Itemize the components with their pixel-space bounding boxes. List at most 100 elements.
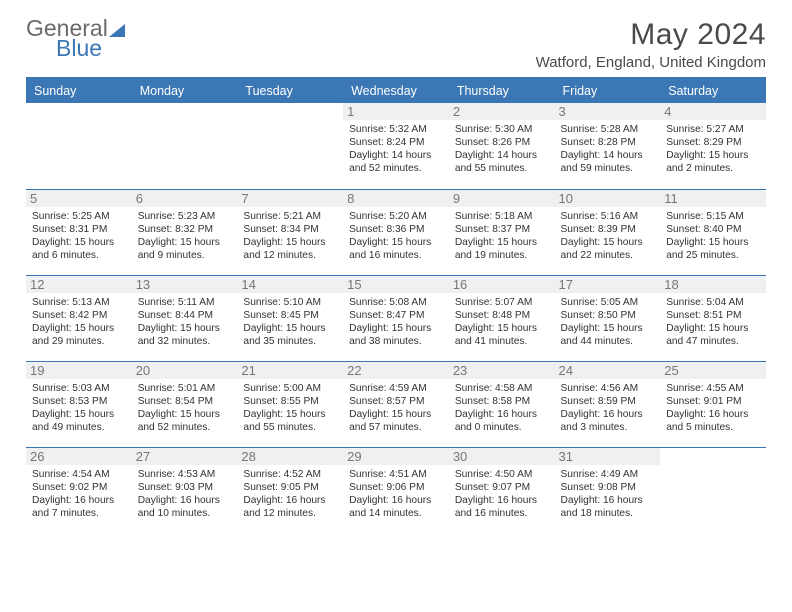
- day-number: 20: [132, 362, 238, 379]
- day-number: 7: [237, 190, 343, 207]
- day-details: Sunrise: 5:10 AMSunset: 8:45 PMDaylight:…: [243, 296, 337, 348]
- day-details: Sunrise: 5:27 AMSunset: 8:29 PMDaylight:…: [666, 123, 760, 175]
- calendar-cell: 12 Sunrise: 5:13 AMSunset: 8:42 PMDayligh…: [26, 275, 132, 361]
- title-block: May 2024 Watford, England, United Kingdom: [536, 18, 766, 71]
- day-number: 10: [555, 190, 661, 207]
- day-details: Sunrise: 5:07 AMSunset: 8:48 PMDaylight:…: [455, 296, 549, 348]
- day-number: 8: [343, 190, 449, 207]
- day-number: 24: [555, 362, 661, 379]
- col-thursday: Thursday: [449, 79, 555, 103]
- day-number: 9: [449, 190, 555, 207]
- day-details: Sunrise: 5:18 AMSunset: 8:37 PMDaylight:…: [455, 210, 549, 262]
- calendar-cell: 8 Sunrise: 5:20 AMSunset: 8:36 PMDaylight…: [343, 189, 449, 275]
- calendar-cell: 19 Sunrise: 5:03 AMSunset: 8:53 PMDayligh…: [26, 361, 132, 447]
- calendar-cell: 6 Sunrise: 5:23 AMSunset: 8:32 PMDaylight…: [132, 189, 238, 275]
- calendar-cell: [660, 447, 766, 533]
- day-number: 17: [555, 276, 661, 293]
- day-number: 21: [237, 362, 343, 379]
- calendar-cell: 10 Sunrise: 5:16 AMSunset: 8:39 PMDayligh…: [555, 189, 661, 275]
- calendar-cell: 4Sunrise: 5:27 AMSunset: 8:29 PMDaylight…: [660, 103, 766, 189]
- day-details: Sunrise: 4:51 AMSunset: 9:06 PMDaylight:…: [349, 468, 443, 520]
- day-number: 23: [449, 362, 555, 379]
- day-number: 26: [26, 448, 132, 465]
- day-details: Sunrise: 5:00 AMSunset: 8:55 PMDaylight:…: [243, 382, 337, 434]
- calendar-cell: 16 Sunrise: 5:07 AMSunset: 8:48 PMDayligh…: [449, 275, 555, 361]
- calendar-cell: 20 Sunrise: 5:01 AMSunset: 8:54 PMDayligh…: [132, 361, 238, 447]
- day-details: Sunrise: 5:28 AMSunset: 8:28 PMDaylight:…: [561, 123, 655, 175]
- col-wednesday: Wednesday: [343, 79, 449, 103]
- calendar-cell: 25 Sunrise: 4:55 AMSunset: 9:01 PMDayligh…: [660, 361, 766, 447]
- calendar-cell: 30Sunrise: 4:50 AMSunset: 9:07 PMDayligh…: [449, 447, 555, 533]
- calendar-cell: 31 Sunrise: 4:49 AMSunset: 9:08 PMDayligh…: [555, 447, 661, 533]
- calendar-row: 5 Sunrise: 5:25 AMSunset: 8:31 PMDaylight…: [26, 189, 766, 275]
- calendar-cell: 24 Sunrise: 4:56 AMSunset: 8:59 PMDayligh…: [555, 361, 661, 447]
- day-details: Sunrise: 5:01 AMSunset: 8:54 PMDaylight:…: [138, 382, 232, 434]
- calendar-cell: 14 Sunrise: 5:10 AMSunset: 8:45 PMDayligh…: [237, 275, 343, 361]
- calendar-table: Sunday Monday Tuesday Wednesday Thursday…: [26, 79, 766, 533]
- calendar-cell: 26 Sunrise: 4:54 AMSunset: 9:02 PMDayligh…: [26, 447, 132, 533]
- col-monday: Monday: [132, 79, 238, 103]
- day-number: 16: [449, 276, 555, 293]
- day-details: Sunrise: 4:49 AMSunset: 9:08 PMDaylight:…: [561, 468, 655, 520]
- calendar-row: 19 Sunrise: 5:03 AMSunset: 8:53 PMDayligh…: [26, 361, 766, 447]
- day-number: 12: [26, 276, 132, 293]
- day-details: Sunrise: 5:11 AMSunset: 8:44 PMDaylight:…: [138, 296, 232, 348]
- calendar-cell: 3Sunrise: 5:28 AMSunset: 8:28 PMDaylight…: [555, 103, 661, 189]
- calendar-cell: 11 Sunrise: 5:15 AMSunset: 8:40 PMDayligh…: [660, 189, 766, 275]
- calendar-cell: 23 Sunrise: 4:58 AMSunset: 8:58 PMDayligh…: [449, 361, 555, 447]
- month-title: May 2024: [536, 18, 766, 52]
- brand-part2: Blue: [26, 38, 125, 60]
- day-details: Sunrise: 5:04 AMSunset: 8:51 PMDaylight:…: [666, 296, 760, 348]
- col-saturday: Saturday: [660, 79, 766, 103]
- day-details: Sunrise: 4:54 AMSunset: 9:02 PMDaylight:…: [32, 468, 126, 520]
- day-number: 18: [660, 276, 766, 293]
- calendar-cell: 2Sunrise: 5:30 AMSunset: 8:26 PMDaylight…: [449, 103, 555, 189]
- day-details: Sunrise: 5:13 AMSunset: 8:42 PMDaylight:…: [32, 296, 126, 348]
- day-number: 19: [26, 362, 132, 379]
- day-details: Sunrise: 5:25 AMSunset: 8:31 PMDaylight:…: [32, 210, 126, 262]
- day-details: Sunrise: 4:58 AMSunset: 8:58 PMDaylight:…: [455, 382, 549, 434]
- day-details: Sunrise: 5:23 AMSunset: 8:32 PMDaylight:…: [138, 210, 232, 262]
- day-details: Sunrise: 5:03 AMSunset: 8:53 PMDaylight:…: [32, 382, 126, 434]
- calendar-cell: 7 Sunrise: 5:21 AMSunset: 8:34 PMDaylight…: [237, 189, 343, 275]
- day-details: Sunrise: 5:15 AMSunset: 8:40 PMDaylight:…: [666, 210, 760, 262]
- day-details: Sunrise: 4:55 AMSunset: 9:01 PMDaylight:…: [666, 382, 760, 434]
- day-details: Sunrise: 5:05 AMSunset: 8:50 PMDaylight:…: [561, 296, 655, 348]
- day-details: Sunrise: 5:16 AMSunset: 8:39 PMDaylight:…: [561, 210, 655, 262]
- calendar-cell: 22Sunrise: 4:59 AMSunset: 8:57 PMDayligh…: [343, 361, 449, 447]
- day-details: Sunrise: 4:59 AMSunset: 8:57 PMDaylight:…: [349, 382, 443, 434]
- triangle-icon: [109, 24, 125, 37]
- calendar-cell: 21 Sunrise: 5:00 AMSunset: 8:55 PMDayligh…: [237, 361, 343, 447]
- calendar-cell: 5 Sunrise: 5:25 AMSunset: 8:31 PMDaylight…: [26, 189, 132, 275]
- location-text: Watford, England, United Kingdom: [536, 54, 766, 71]
- calendar-cell: [26, 103, 132, 189]
- col-sunday: Sunday: [26, 79, 132, 103]
- calendar-cell: 17 Sunrise: 5:05 AMSunset: 8:50 PMDayligh…: [555, 275, 661, 361]
- calendar-cell: 18 Sunrise: 5:04 AMSunset: 8:51 PMDayligh…: [660, 275, 766, 361]
- day-number: 6: [132, 190, 238, 207]
- brand-logo: GeneralBlue: [26, 18, 125, 60]
- day-details: Sunrise: 5:20 AMSunset: 8:36 PMDaylight:…: [349, 210, 443, 262]
- calendar-row: 26 Sunrise: 4:54 AMSunset: 9:02 PMDayligh…: [26, 447, 766, 533]
- calendar-head: Sunday Monday Tuesday Wednesday Thursday…: [26, 79, 766, 103]
- day-details: Sunrise: 4:56 AMSunset: 8:59 PMDaylight:…: [561, 382, 655, 434]
- day-number: 29: [343, 448, 449, 465]
- day-details: Sunrise: 4:50 AMSunset: 9:07 PMDaylight:…: [455, 468, 549, 520]
- day-number: 5: [26, 190, 132, 207]
- calendar-page: GeneralBlue May 2024 Watford, England, Uni…: [0, 0, 792, 533]
- day-details: Sunrise: 5:32 AMSunset: 8:24 PMDaylight:…: [349, 123, 443, 175]
- calendar-cell: 9 Sunrise: 5:18 AMSunset: 8:37 PMDaylight…: [449, 189, 555, 275]
- calendar-cell: [237, 103, 343, 189]
- calendar-cell: 29 Sunrise: 4:51 AMSunset: 9:06 PMDayligh…: [343, 447, 449, 533]
- day-number: 15: [343, 276, 449, 293]
- day-number: 11: [660, 190, 766, 207]
- day-number: 31: [555, 448, 661, 465]
- day-number: 25: [660, 362, 766, 379]
- day-details: Sunrise: 4:52 AMSunset: 9:05 PMDaylight:…: [243, 468, 337, 520]
- calendar-row: 12 Sunrise: 5:13 AMSunset: 8:42 PMDayligh…: [26, 275, 766, 361]
- day-number: 14: [237, 276, 343, 293]
- day-details: Sunrise: 5:30 AMSunset: 8:26 PMDaylight:…: [455, 123, 549, 175]
- day-number: 1: [343, 103, 449, 120]
- calendar-cell: [132, 103, 238, 189]
- day-details: Sunrise: 5:21 AMSunset: 8:34 PMDaylight:…: [243, 210, 337, 262]
